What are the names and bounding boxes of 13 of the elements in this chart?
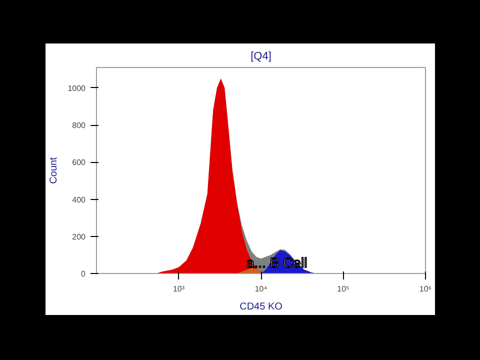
y-tick-label: 800 (72, 121, 86, 130)
x-tick-label: 10⁵ (337, 284, 350, 294)
y-tick-label: 400 (72, 195, 86, 204)
y-axis-title: Count (48, 156, 60, 184)
y-tick-label: 1000 (68, 84, 86, 93)
y-tick-label: 600 (72, 158, 86, 168)
y-tick-label: 200 (72, 232, 86, 242)
x-tick-label: 10⁶ (419, 284, 432, 294)
y-tick-label: 0 (81, 270, 86, 278)
x-tick-label: 10⁴ (254, 284, 268, 294)
x-tick-label: 10³ (172, 284, 185, 294)
chart-title: [Q4] (250, 50, 272, 62)
x-axis-title: CD45 KO (240, 302, 283, 312)
